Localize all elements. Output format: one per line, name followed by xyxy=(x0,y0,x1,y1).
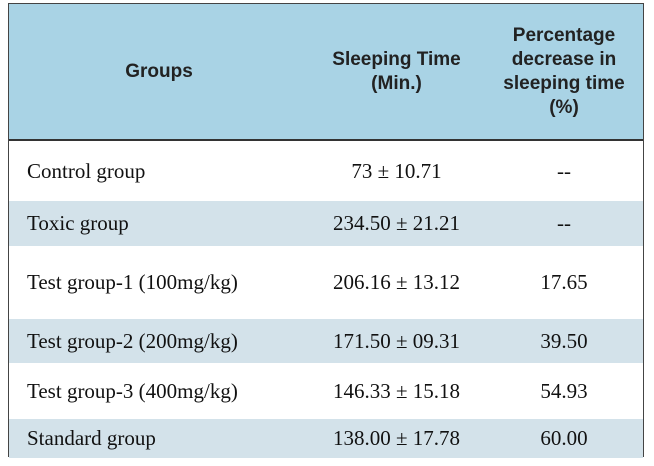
table-cell: 17.65 xyxy=(540,270,588,294)
header-cell: Sleeping Time (Min.) xyxy=(309,4,484,139)
header-text: decrease in xyxy=(511,48,617,70)
table-cell: Standard group xyxy=(27,426,156,450)
table-row: Test group-1 (100mg/kg) 206.16 ± 13.12 17.… xyxy=(9,246,643,319)
table-cell: 146.33 ± 15.18 xyxy=(332,378,461,403)
table-cell: Test group-3 (400mg/kg) xyxy=(27,378,238,403)
table-cell: 39.50 xyxy=(540,328,588,353)
table-cell: 138.00 ± 17.78 xyxy=(332,426,461,450)
table-row: Standard group 138.00 ± 17.78 60.00 xyxy=(9,419,643,458)
table-cell: 73 ± 10.71 xyxy=(351,158,442,183)
table-cell: 60.00 xyxy=(540,426,588,450)
table-row: Test group-3 (400mg/kg) 146.33 ± 15.18 54.… xyxy=(9,363,643,419)
header-text: Sleeping Time xyxy=(332,48,461,70)
table-cell: Test group-1 (100mg/kg) xyxy=(27,270,238,294)
table-row: Test group-2 (200mg/kg) 171.50 ± 09.31 39.… xyxy=(9,319,643,363)
table: Groups Sleeping Time (Min.) Percentage decre… xyxy=(8,3,644,458)
table-cell: 171.50 ± 09.31 xyxy=(332,328,461,353)
table-cell: -- xyxy=(557,211,571,235)
header-text: (Min.) xyxy=(371,72,422,94)
header-text: sleeping time xyxy=(503,72,625,94)
header-row: Groups Sleeping Time (Min.) Percentage decre… xyxy=(9,4,643,141)
table-cell: Control group xyxy=(27,158,146,183)
table-row: Control group 73 ± 10.71 -- xyxy=(9,141,643,201)
header-cell: Percentage decrease in sleeping time (%) xyxy=(484,4,644,139)
table-cell: 54.93 xyxy=(540,378,588,403)
table-row: Toxic group 234.50 ± 21.21 -- xyxy=(9,201,643,246)
table-cell: 206.16 ± 13.12 xyxy=(332,270,461,294)
header-cell: Groups xyxy=(59,4,259,139)
table-cell: Test group-2 (200mg/kg) xyxy=(27,328,238,353)
table-cell: -- xyxy=(557,158,571,183)
header-text: Percentage xyxy=(512,24,616,46)
table-cell: 234.50 ± 21.21 xyxy=(332,211,461,235)
table-cell: Toxic group xyxy=(27,211,129,235)
header-text: Groups xyxy=(125,60,193,82)
header-text: (%) xyxy=(549,96,579,118)
